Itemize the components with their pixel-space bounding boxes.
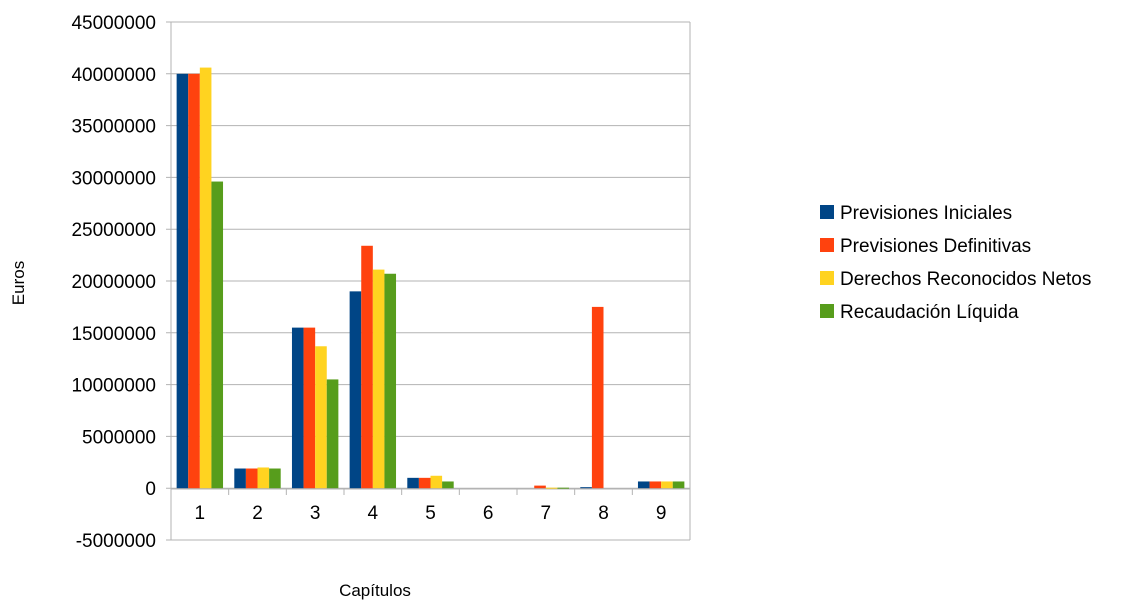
y-tick-label: 10000000 (71, 376, 156, 397)
bar (245, 468, 258, 489)
legend-swatch (820, 271, 834, 285)
bar (326, 379, 339, 489)
y-tick-label: 25000000 (71, 220, 156, 241)
x-tick-label: 7 (541, 503, 552, 524)
bar (234, 468, 246, 489)
y-tick-label: 35000000 (71, 117, 156, 138)
bar (418, 477, 431, 489)
y-tick-label: 40000000 (71, 65, 156, 86)
legend: Previsiones Iniciales Previsiones Definit… (820, 203, 1091, 323)
plot-area (170, 22, 691, 540)
x-tick-label: 9 (656, 503, 667, 524)
bar-series (176, 67, 685, 489)
bar (349, 291, 362, 489)
legend-label: Derechos Reconocidos Netos (840, 269, 1091, 290)
legend-label: Recaudación Líquida (840, 302, 1019, 323)
bar (545, 487, 558, 489)
bar (269, 468, 281, 489)
y-tick-label: 20000000 (71, 272, 156, 293)
legend-label: Previsiones Definitivas (840, 236, 1031, 257)
bar (637, 481, 650, 489)
bar (176, 73, 189, 489)
bar (211, 181, 224, 489)
legend-swatch (820, 304, 834, 318)
y-axis-title: Euros (9, 261, 28, 305)
bar (442, 481, 454, 489)
x-axis-title: Capítulos (339, 581, 411, 600)
bar (580, 487, 592, 489)
bar (315, 346, 327, 489)
legend-label: Previsiones Iniciales (840, 203, 1012, 224)
bar (672, 481, 685, 489)
bar (557, 487, 570, 489)
bar (257, 467, 270, 489)
bar (291, 327, 304, 489)
gridlines (166, 21, 690, 541)
x-tick-label: 8 (598, 503, 609, 524)
y-tick-label: 30000000 (71, 168, 156, 189)
bar (372, 269, 385, 489)
bar (534, 485, 546, 489)
x-axis-tick-labels: 1 2 3 4 5 6 7 8 9 (195, 503, 667, 524)
bar (361, 245, 373, 489)
x-tick-label: 4 (368, 503, 379, 524)
bar (661, 481, 673, 489)
bar (591, 306, 604, 489)
x-tick-label: 1 (195, 503, 206, 524)
x-tick-label: 2 (252, 503, 263, 524)
x-tick-label: 6 (483, 503, 494, 524)
x-tick-label: 3 (310, 503, 321, 524)
bar (199, 67, 212, 489)
y-tick-label: 0 (145, 479, 156, 500)
y-tick-label: 5000000 (82, 427, 156, 448)
y-tick-label: 15000000 (71, 324, 156, 345)
y-tick-label: 45000000 (71, 13, 156, 34)
bar (649, 481, 662, 489)
x-tick-label: 5 (425, 503, 436, 524)
y-tick-label: -5000000 (76, 531, 156, 552)
bar (430, 475, 443, 489)
y-axis-tick-labels: -5000000 0 5000000 10000000 15000000 20000000… (71, 13, 156, 552)
legend-swatch (820, 238, 834, 252)
legend-swatch (820, 205, 834, 219)
bar (384, 273, 397, 489)
bar (407, 477, 419, 489)
bar (303, 327, 316, 489)
bar (188, 73, 200, 489)
